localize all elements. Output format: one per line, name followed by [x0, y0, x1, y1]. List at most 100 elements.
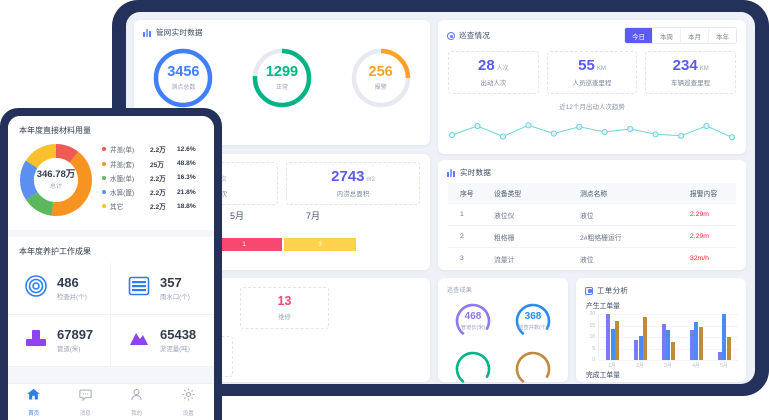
- x-tick-5: 5月: [720, 363, 728, 369]
- x-tick-3: 3月: [664, 363, 672, 369]
- bar: [670, 342, 675, 360]
- tab-label: 我的: [131, 411, 143, 417]
- legend-value: 2.2万: [150, 175, 166, 183]
- tab-user[interactable]: 我的: [111, 387, 163, 417]
- bar-group-4: [689, 314, 703, 360]
- ring-value: 3456: [167, 64, 200, 80]
- metric-name: 雨水口(个): [160, 294, 190, 301]
- material-usage-card: 本年度直接材料用量 346.78万 总计 井盖(单) 2.2万 12.6% 井盖(套)…: [8, 116, 214, 230]
- table-row[interactable]: 1 液位仪 液位 2.29m: [448, 203, 736, 226]
- bar-chart-icon: [447, 168, 456, 177]
- legend-item-1: 井盖(单) 2.2万 12.6%: [102, 144, 204, 154]
- metric-cell-3[interactable]: 67897 管道(米): [8, 315, 111, 367]
- pie-slice-5: [25, 144, 57, 169]
- sludge-icon: [127, 326, 151, 355]
- panel-inspect-title: 巡查情况: [459, 31, 491, 40]
- donut-center: 346.78万 总计: [34, 158, 78, 202]
- tab-3[interactable]: 本月: [680, 28, 708, 43]
- legend-pct: 21.8%: [177, 188, 196, 196]
- tab-1[interactable]: 今日: [625, 28, 652, 43]
- metric-cell-1[interactable]: 486 检查井(个): [8, 263, 111, 315]
- work-order-analysis-panel: 工单分析 产生工单量 0 5 10 15 20 1月 2月 3月 4月 5月 完成工单量: [576, 278, 746, 382]
- kpi-unit: m2: [366, 177, 375, 183]
- legend-pct: 12.6%: [177, 145, 196, 153]
- time-range-tabs[interactable]: 今日 本周 本月 本年: [624, 27, 737, 44]
- legend-value: 2.2万: [150, 204, 166, 212]
- table-cell: 2.29m: [690, 225, 736, 248]
- inspection-result-panel: 巡查成果 468 管道长(米) 368 检查井数(个): [438, 278, 568, 384]
- metric-value: 486: [57, 275, 79, 290]
- bar-chart-icon: [143, 28, 152, 37]
- phone-frame: 本年度直接材料用量 346.78万 总计 井盖(单) 2.2万 12.6% 井盖(套)…: [0, 108, 222, 420]
- inspection-status-panel: 巡查情况 今日 本周 本月 本年 28 人次 出动人次 55 KM 人员巡查里程 234 KM 车辆巡…: [438, 20, 746, 154]
- kpi-name: 出动人次: [480, 80, 507, 87]
- table-cell: 液位: [580, 203, 690, 226]
- alarm-table: 序号 设备类型 测点名称 报警内容 1 液位仪 液位 2.29m 2 粗格栅 2#粗格栅运行 2.2…: [448, 183, 736, 269]
- panel-wo-title: 工单分析: [597, 286, 629, 295]
- phone-screen: 本年度直接材料用量 346.78万 总计 井盖(单) 2.2万 12.6% 井盖(套)…: [8, 116, 214, 420]
- table-cell: 32m/h: [690, 247, 736, 269]
- eye-icon: [447, 31, 455, 40]
- manhole-icon: [24, 274, 48, 303]
- material-usage-title: 本年度直接材料用量: [19, 126, 91, 135]
- grid-line: [599, 325, 738, 327]
- table-cell: 流量计: [494, 247, 580, 269]
- tab-home[interactable]: 首页: [8, 387, 60, 417]
- legend-dot: [102, 147, 106, 152]
- table-row[interactable]: 2 粗格栅 2#粗格栅运行 2.29m: [448, 225, 736, 248]
- metric-cell-4[interactable]: 65438 淤泥量(吨): [111, 315, 214, 367]
- alarm-table-wrap: 序号 设备类型 测点名称 报警内容 1 液位仪 液位 2.29m 2 粗格栅 2#粗格栅运行 2.2…: [438, 183, 746, 269]
- gauge-4: [506, 348, 560, 384]
- gauge-svg: [515, 351, 551, 384]
- tab-2[interactable]: 本周: [652, 28, 680, 43]
- tab-message[interactable]: 消息: [60, 387, 112, 417]
- table-cell: 2.29m: [690, 203, 736, 226]
- legend-pct: 48.8%: [177, 160, 196, 168]
- tab-4[interactable]: 本年: [708, 28, 736, 43]
- x-tick-1: 1月: [608, 363, 616, 369]
- bar: [661, 324, 666, 360]
- trend-line-svg: [448, 122, 736, 141]
- ring-gauge-row: 3456 测点总数 1299 正常 256 报警: [134, 43, 430, 109]
- bar: [606, 314, 611, 360]
- kpi-name: 车辆巡查里程: [671, 80, 711, 87]
- kpi-value: 234 KM: [672, 57, 709, 74]
- bar: [615, 320, 620, 360]
- tab-gear[interactable]: 设置: [163, 387, 215, 417]
- bar: [638, 335, 643, 360]
- bar: [689, 330, 694, 360]
- gauge-svg: [455, 351, 491, 384]
- panel-gauges-header: 巡查成果: [438, 278, 568, 294]
- legend-name: 井盖(套): [110, 161, 135, 169]
- metric-value: 67897: [57, 327, 94, 342]
- tab-label: 设置: [182, 411, 194, 417]
- realtime-alarm-table-panel: 实时数据 序号 设备类型 测点名称 报警内容 1 液位仪 液位 2.29m 2 粗格栅 2#粗格栅…: [438, 160, 746, 270]
- bar-groups: [599, 314, 738, 360]
- material-donut-row: 346.78万 总计 井盖(单) 2.2万 12.6% 井盖(套) 25万 48.8% 水篦…: [8, 142, 214, 230]
- gauge-text: 468 管道长(米): [460, 311, 486, 331]
- legend-value: 2.2万: [150, 147, 166, 155]
- gauge-label: 检查井数(个): [518, 324, 548, 331]
- message-icon: [78, 387, 93, 407]
- table-col-1: 序号: [448, 183, 494, 204]
- inspection-kpi-2: 55 KM 人员巡查里程: [546, 51, 638, 94]
- gauge-3: [446, 348, 500, 384]
- gauge-label: 管道长(米): [460, 324, 486, 331]
- bar: [610, 329, 615, 360]
- table-cell: 1: [448, 203, 494, 226]
- inspection-kpi-row: 28 人次 出动人次 55 KM 人员巡查里程 234 KM 车辆巡查里程: [438, 49, 746, 94]
- metric-cell-2[interactable]: 357 雨水口(个): [111, 263, 214, 315]
- y-tick: 0: [592, 357, 595, 363]
- ring-svg: [252, 48, 312, 108]
- panel-rings-title: 管网实时数据: [156, 28, 203, 37]
- ring-label: 报警: [374, 85, 387, 91]
- grid-line: [599, 360, 738, 361]
- table-row[interactable]: 3 流量计 液位 32m/h: [448, 247, 736, 269]
- bar-plot-area: [598, 314, 738, 361]
- metric-text: 486 检查井(个): [57, 276, 87, 301]
- kpi-unit: KM: [699, 66, 709, 72]
- alarm-table-head: 序号 设备类型 测点名称 报警内容: [448, 183, 736, 204]
- pie-slice-1: [55, 144, 79, 164]
- bottom-tab-bar[interactable]: 首页 消息 我的 设置: [8, 383, 214, 420]
- metric-value: 65438: [160, 327, 197, 342]
